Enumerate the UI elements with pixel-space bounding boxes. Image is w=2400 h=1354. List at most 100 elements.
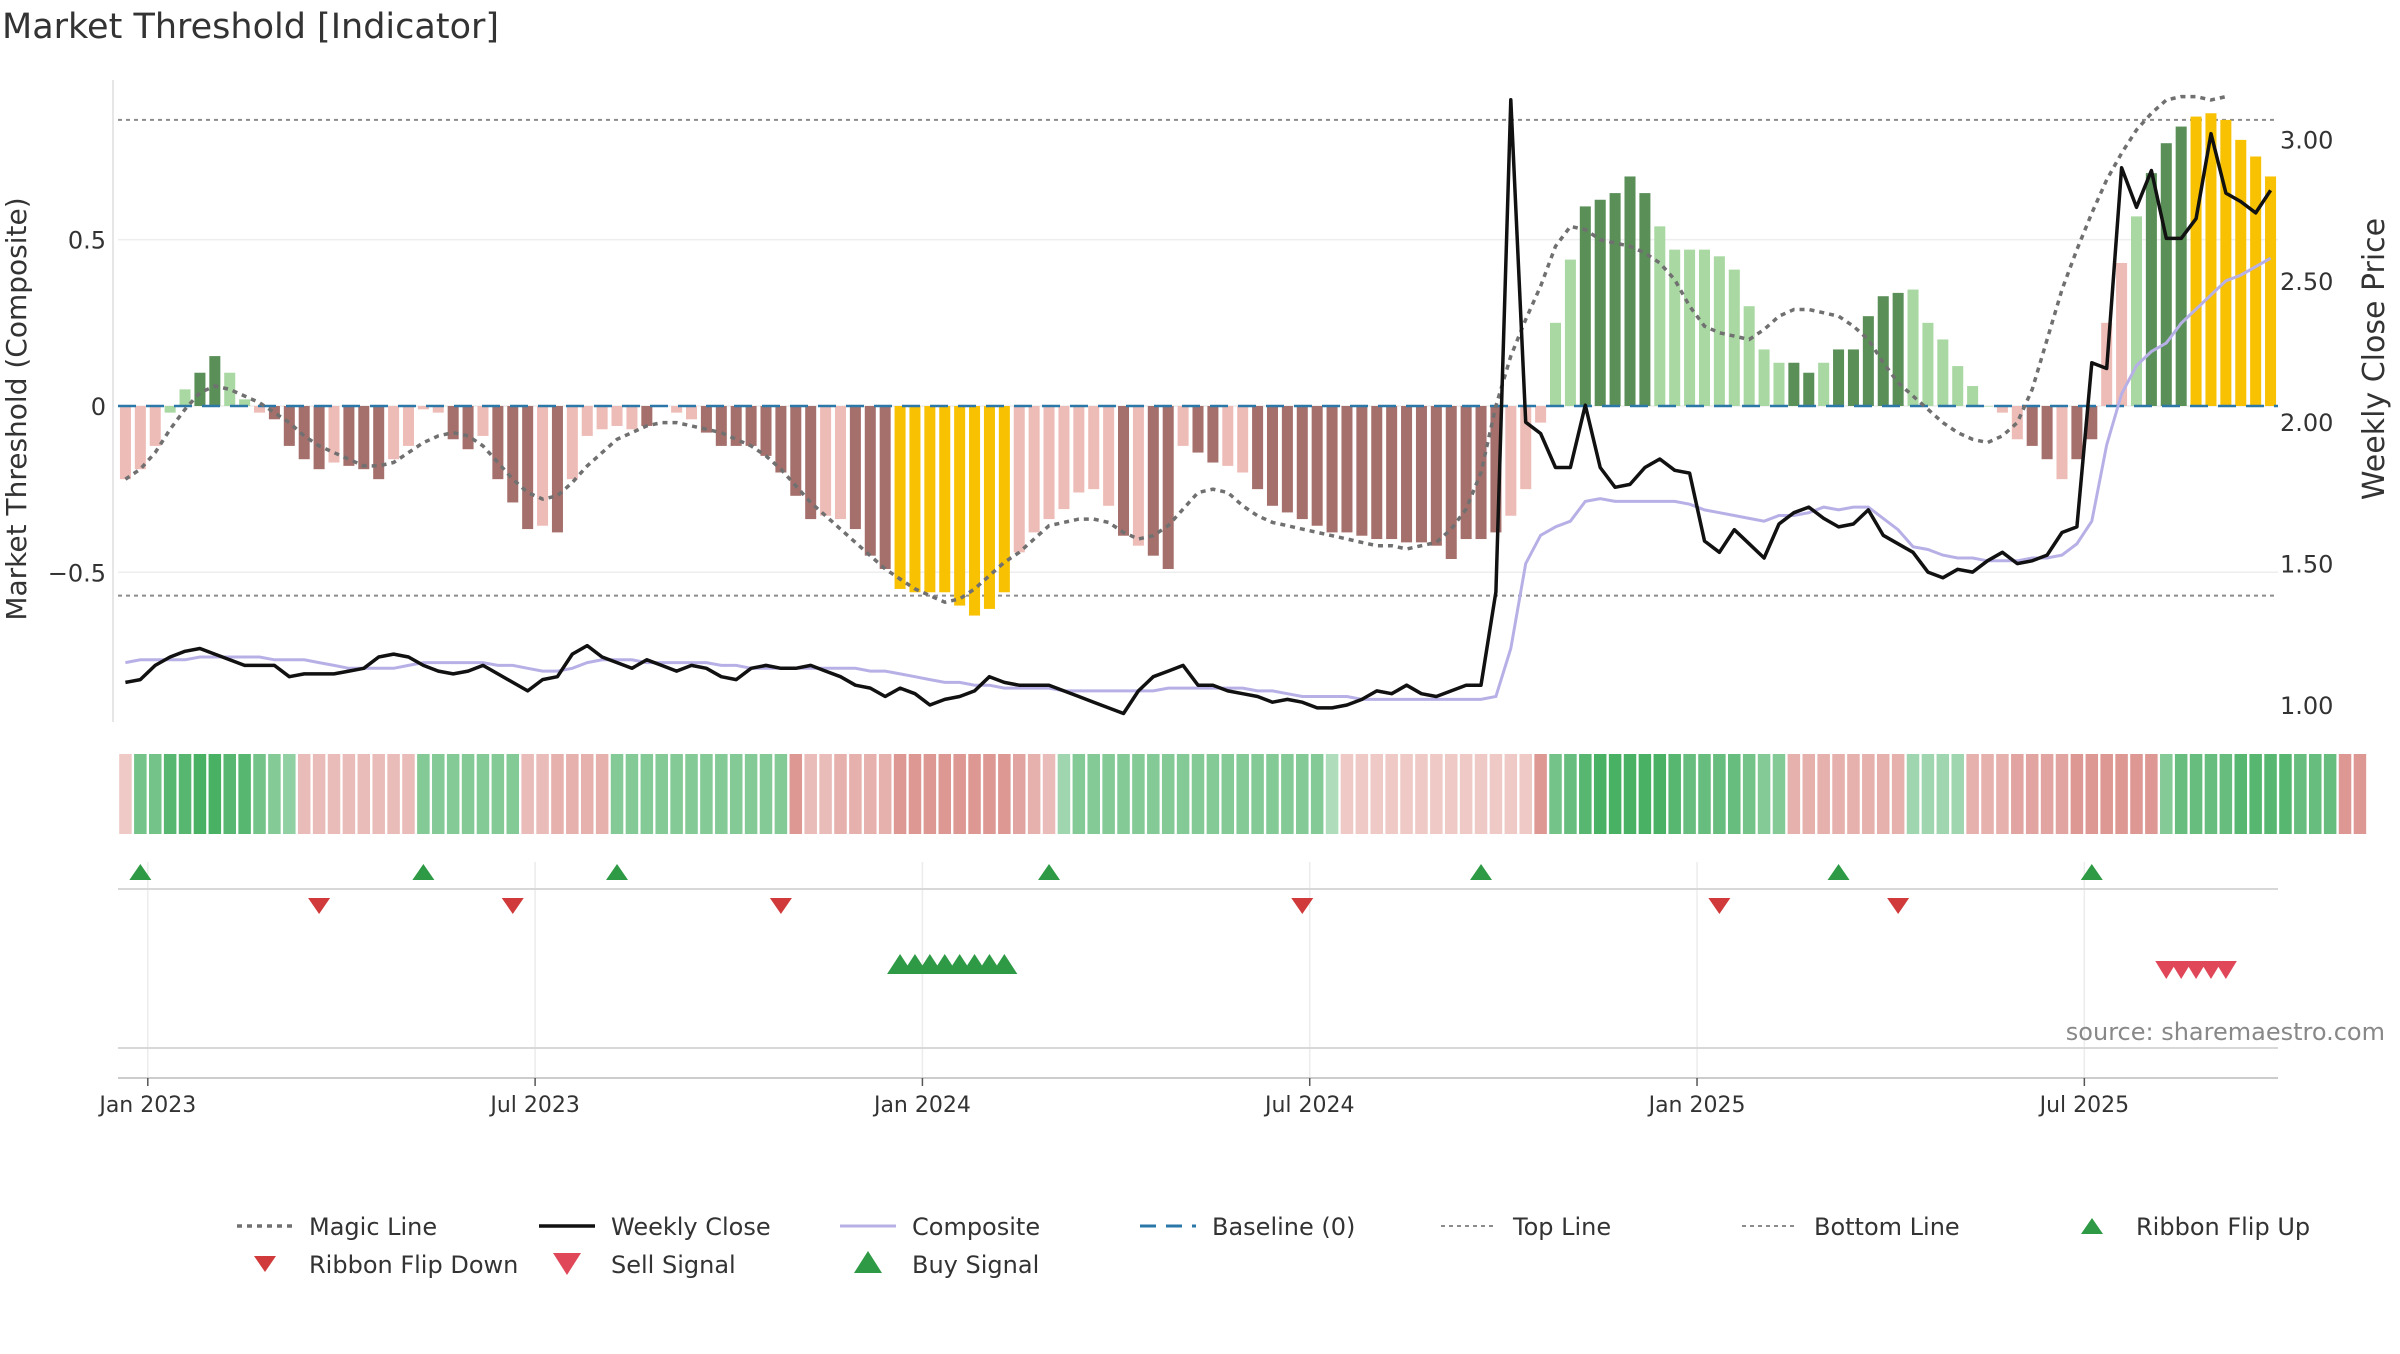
ribbon-cell (1117, 754, 1130, 834)
composite-bar (1445, 405, 1457, 560)
ribbon-cell (1504, 754, 1518, 834)
composite-bar (730, 405, 742, 446)
ribbon-cell (1936, 754, 1950, 834)
composite-bar (820, 405, 832, 516)
ribbon-cell (1176, 754, 1190, 834)
ribbon-cell (1430, 754, 1443, 834)
y-right-tick-label: 1.00 (2280, 692, 2333, 720)
sell-signal-marker (2170, 961, 2193, 979)
legend-item: Magic Line (237, 1213, 437, 1241)
signal-panel (118, 954, 2278, 1049)
composite-bar (1743, 306, 1755, 406)
legend-swatch-marker (553, 1253, 581, 1275)
ribbon-cell (342, 754, 356, 834)
ribbon-cell (1966, 754, 1979, 834)
buy-signal-marker (991, 954, 1018, 974)
ribbon-cell (1802, 754, 1816, 834)
composite-bar (313, 405, 325, 470)
composite-bar (1579, 206, 1591, 406)
legend-item: Composite (840, 1213, 1040, 1241)
ribbon-cell (729, 754, 743, 834)
ribbon-cell (1281, 754, 1294, 834)
composite-bar (1833, 349, 1845, 406)
composite-bar (596, 405, 608, 430)
composite-bar (432, 405, 444, 413)
composite-bar (1758, 349, 1770, 406)
composite-bar (1252, 405, 1264, 490)
composite-bar (1982, 405, 1994, 407)
x-axis: Jan 2023 Jul 2023 Jan 2024 Jul 2024 Jan 2025… (97, 1077, 2278, 1118)
ribbon-flip-down-marker (308, 898, 331, 914)
ribbon-cell (387, 754, 400, 834)
composite-bar (805, 405, 817, 520)
ribbon-cell (2040, 754, 2054, 834)
composite-bar (1877, 296, 1889, 406)
ribbon-cell (1757, 754, 1771, 834)
legend-item: Bottom Line (1742, 1213, 1960, 1241)
composite-bar (1728, 269, 1740, 406)
composite-bar (358, 405, 370, 470)
ribbon-cell (1564, 754, 1577, 834)
ribbon-cell (610, 754, 624, 834)
composite-bar (298, 405, 310, 460)
composite-bar (119, 405, 131, 480)
composite-bar (641, 405, 653, 426)
x-tick-label: Jan 2025 (1647, 1093, 1746, 1118)
composite-bar (417, 405, 429, 410)
ribbon-cell (2100, 754, 2113, 834)
composite-bar (328, 405, 340, 463)
y-left-tick-label: 0.5 (68, 227, 106, 255)
legend-label: Ribbon Flip Up (2136, 1213, 2310, 1241)
ribbon-cell (1221, 754, 1235, 834)
ribbon-cell (744, 754, 758, 834)
composite-bar (760, 405, 772, 456)
legend-swatch-marker (854, 1251, 882, 1273)
legend-label: Magic Line (309, 1213, 437, 1241)
legend-swatch-marker (254, 1256, 276, 1272)
composite-bar (1415, 405, 1427, 543)
composite-bar (1520, 405, 1532, 490)
composite-bar (1237, 405, 1249, 473)
ribbon-flip-up-marker (606, 864, 629, 880)
ribbon-cell (1385, 754, 1398, 834)
composite-bar (581, 405, 593, 436)
ribbon-cell (163, 754, 177, 834)
ribbon-cell (1191, 754, 1205, 834)
ribbon-cell (819, 754, 832, 834)
ribbon-cell (1206, 754, 1220, 834)
composite-bar (402, 405, 414, 446)
ribbon-cell (1951, 754, 1964, 834)
main-panel: 0.5 0 −0.5 3.00 2.50 2.00 1.50 1.00 Market Thres… (0, 80, 2392, 722)
composite-bar (611, 405, 623, 426)
ribbon-cell (2174, 754, 2188, 834)
ribbon-cell (715, 754, 728, 834)
composite-bar (1401, 405, 1413, 543)
ribbon-cell (864, 754, 877, 834)
composite-bar (1088, 405, 1100, 490)
composite-bar (1937, 339, 1949, 406)
composite-bar (2026, 405, 2038, 446)
ribbon-cell (297, 754, 311, 834)
ribbon-cell (1921, 754, 1935, 834)
ribbon-cell (432, 754, 445, 834)
ribbon-cell (506, 754, 520, 834)
composite-bar (477, 405, 489, 436)
ribbon-cell (2279, 754, 2292, 834)
composite-bar (790, 405, 802, 496)
flip-panel (118, 862, 2278, 1078)
ribbon-cell (119, 754, 132, 834)
composite-bar (1803, 372, 1815, 406)
composite-bar (1162, 405, 1174, 569)
ribbon-cell (476, 754, 490, 834)
ribbon-cell (893, 754, 907, 834)
legend-item: Ribbon Flip Up (2081, 1213, 2310, 1241)
x-tick-label: Jan 2023 (97, 1093, 196, 1118)
ribbon-cell (1623, 754, 1637, 834)
composite-bar (1773, 362, 1785, 406)
ribbon-cell (1474, 754, 1488, 834)
composite-bar (239, 399, 251, 406)
legend-label: Bottom Line (1814, 1213, 1960, 1241)
composite-bar (1147, 405, 1159, 556)
ribbon-cell (1132, 754, 1145, 834)
ribbon-cell (1087, 754, 1100, 834)
